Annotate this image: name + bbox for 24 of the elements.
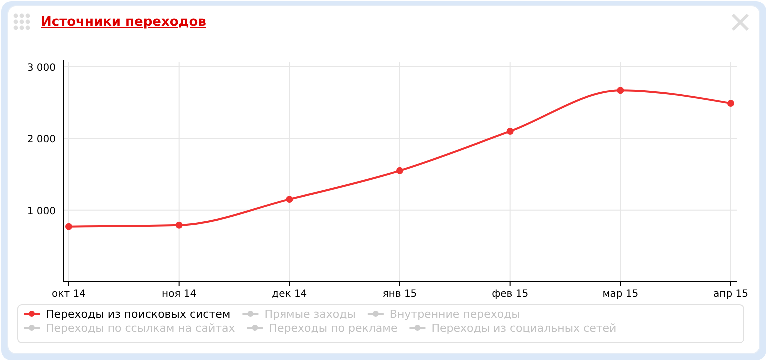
x-tick-label: апр 15	[714, 289, 748, 300]
x-tick-label: фев 15	[492, 289, 529, 300]
y-tick-label: 3 000	[27, 63, 56, 74]
point	[506, 128, 514, 135]
legend-label: Внутренние переходы	[390, 308, 520, 321]
legend-label: Переходы из социальных сетей	[432, 322, 617, 335]
point	[176, 222, 183, 229]
point	[728, 100, 734, 108]
point	[396, 167, 404, 174]
chart-title: Источники переходов	[41, 15, 206, 30]
legend-label: Переходы по рекламе	[269, 322, 398, 335]
point	[286, 196, 294, 204]
x-tick-label: ноя 14	[162, 289, 197, 300]
legend-label: Прямые заходы	[264, 308, 356, 321]
point	[617, 87, 624, 94]
y-tick-label: 1 000	[27, 206, 56, 218]
x-tick-label: мар 15	[602, 289, 639, 300]
x-tick-label: окт 14	[52, 289, 86, 300]
point	[66, 223, 72, 230]
x-tick-label: дек 14	[272, 289, 308, 300]
x-tick-label: янв 15	[382, 289, 418, 300]
y-tick-label: 2 000	[27, 134, 56, 146]
legend-label: Переходы из поисковых систем	[46, 308, 231, 321]
legend-label: Переходы по ссылкам на сайтах	[46, 322, 236, 335]
